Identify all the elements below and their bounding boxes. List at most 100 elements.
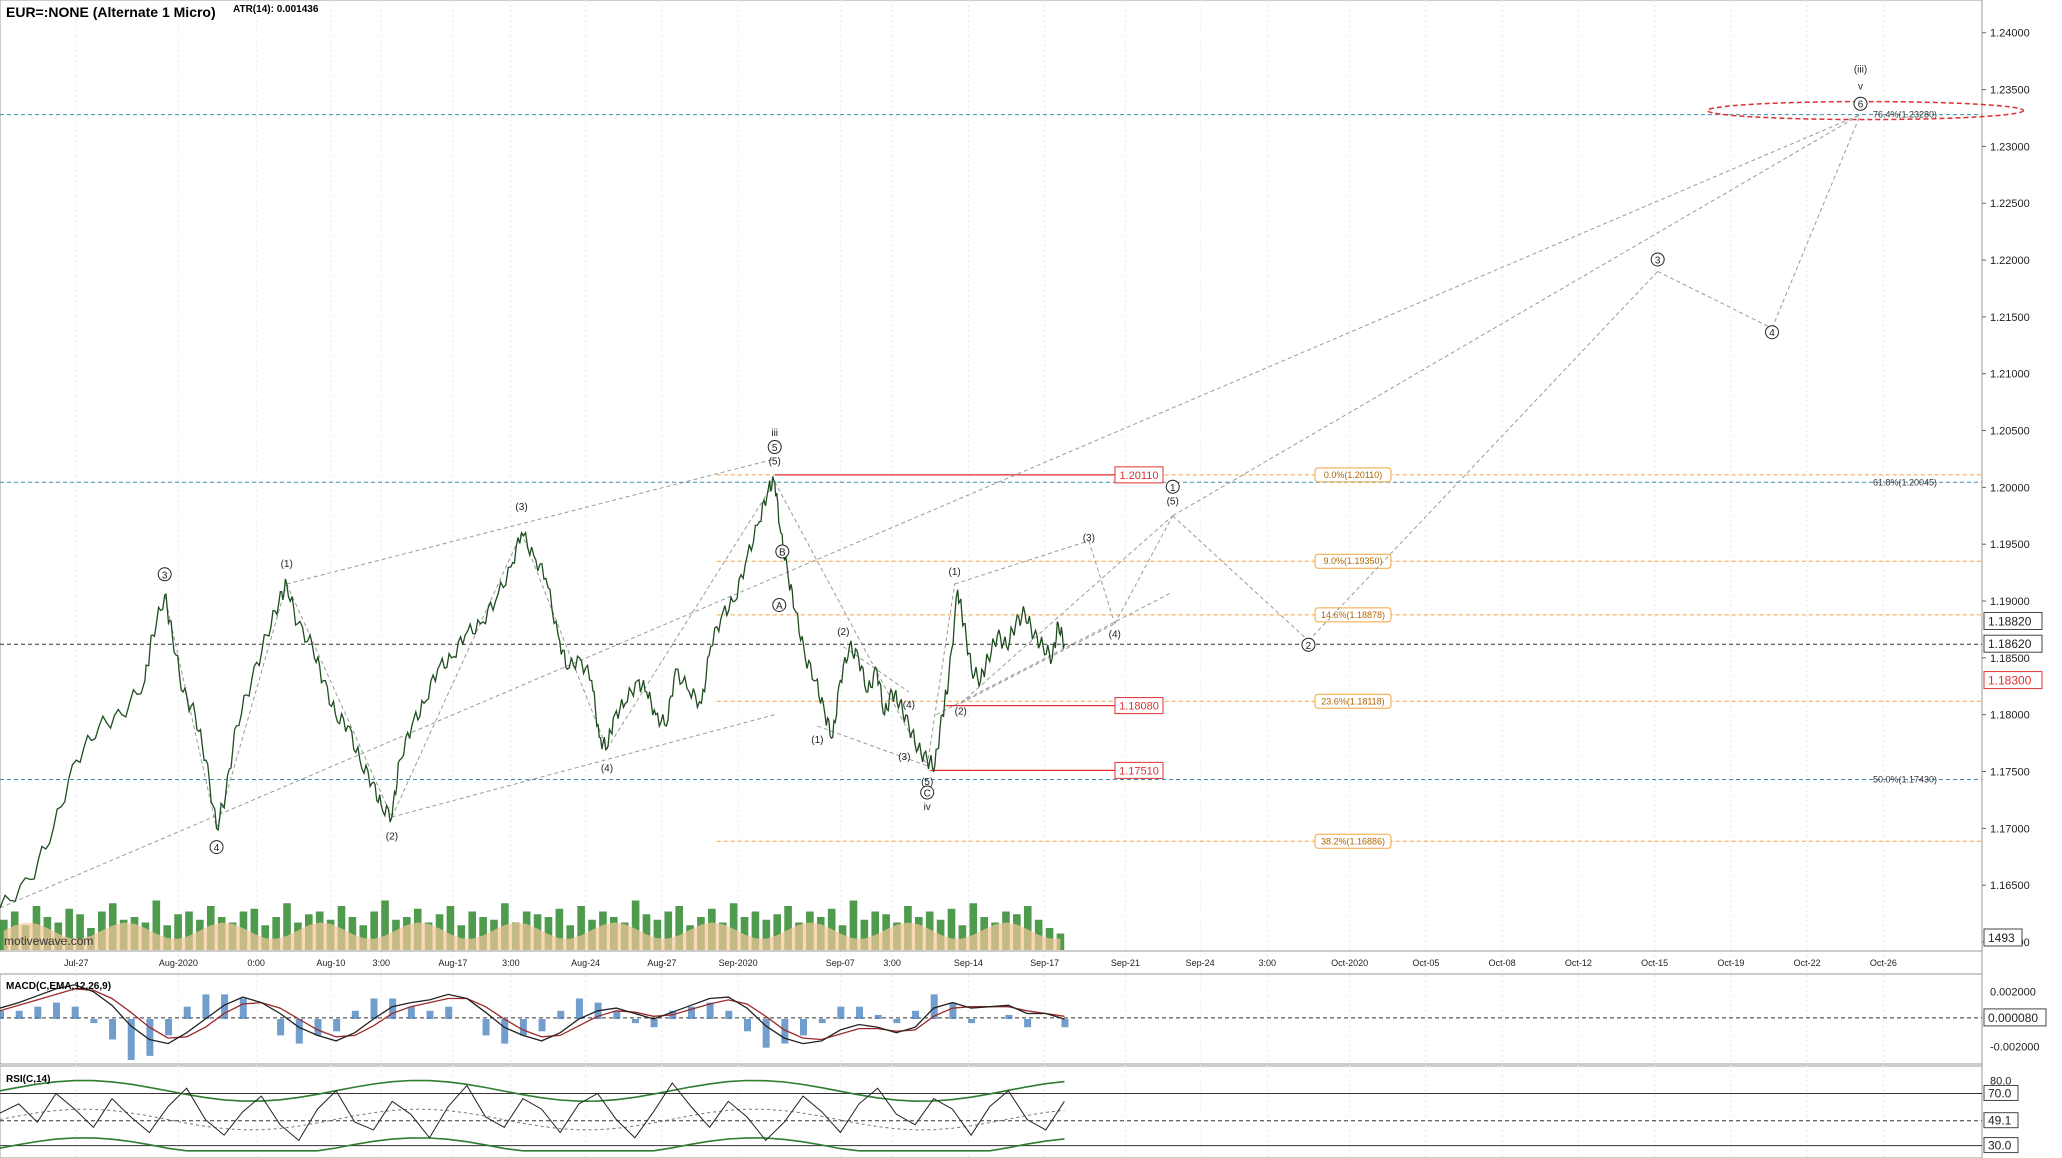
wave-label: 2 <box>1306 641 1312 652</box>
volume-bar <box>163 925 172 950</box>
price-tag-box <box>1983 611 2043 630</box>
macd-histogram-bar <box>968 1019 976 1024</box>
price-tag-box <box>1983 928 2023 947</box>
wave-label: (3) <box>898 752 910 763</box>
wave-path <box>521 532 608 749</box>
macd-histogram-bar <box>1061 1019 1069 1028</box>
macd-histogram-bar <box>800 1019 808 1036</box>
macd-histogram-bar <box>949 1002 957 1019</box>
x-tick-label: Oct-2020 <box>1331 958 1368 968</box>
rsi-title: RSI(C,14) <box>6 1074 50 1085</box>
volume-bar <box>969 903 978 950</box>
volume-bar <box>544 917 553 950</box>
volume-bar <box>577 906 585 950</box>
rsi-tag-box <box>1983 1084 2019 1101</box>
macd-pane[interactable] <box>0 973 1983 1065</box>
x-tick-label: Sep-2020 <box>719 958 758 968</box>
macd-series <box>0 984 1982 1060</box>
red-level-label: 1.20110 <box>1120 470 1159 482</box>
y-tick-label: 1.19000 <box>1990 596 2030 608</box>
x-tick-label: Oct-08 <box>1489 958 1516 968</box>
macd-title: MACD(C,EMA,12,26,9) <box>6 981 111 992</box>
macd-histogram-bar <box>557 1010 565 1019</box>
wave-label: (2) <box>386 832 398 843</box>
chart-title: EUR=:NONE (Alternate 1 Micro) <box>6 4 216 20</box>
fib-label: 0.0%(1.20110) <box>1324 470 1382 480</box>
wave-label: 4 <box>1769 328 1775 339</box>
x-tick-label: Oct-22 <box>1794 958 1821 968</box>
wave-circle <box>1301 637 1316 652</box>
volume-bar <box>784 906 792 950</box>
volume-bar <box>751 911 760 950</box>
wave-path <box>391 532 523 818</box>
wave-label: (5) <box>1167 496 1179 507</box>
volume-bar <box>773 914 782 950</box>
macd-histogram-bar <box>538 1019 546 1032</box>
volume-bar <box>958 925 967 950</box>
wave-circle <box>772 597 787 612</box>
level-label: 61.8%(1.20045) <box>1873 477 1937 487</box>
price-pane[interactable] <box>0 0 1983 952</box>
price-tag-box <box>1983 634 2043 653</box>
wave-label: iii <box>771 428 778 439</box>
y-tick-label: 1.20500 <box>1990 426 2030 438</box>
volume-bar <box>729 903 738 950</box>
macd-tag: 0.000080 <box>1988 1011 2038 1025</box>
volume-bar <box>566 925 575 950</box>
wave-path <box>960 515 1174 704</box>
macd-tick-label: -0.002000 <box>1990 1041 2040 1053</box>
volume-bar <box>261 925 270 950</box>
macd-histogram-bar <box>912 1010 920 1019</box>
macd-histogram-bar <box>34 1006 42 1019</box>
macd-histogram-bar <box>53 1002 61 1019</box>
x-tick-label: Oct-26 <box>1870 958 1897 968</box>
x-tick-label: Sep-17 <box>1030 958 1059 968</box>
y-tick-label: 1.16500 <box>1990 880 2030 892</box>
wave-label: (1) <box>281 559 293 570</box>
price-tag: 1.18620 <box>1988 637 2032 651</box>
macd-histogram-bar <box>762 1019 770 1048</box>
y-tick-label: 1.22000 <box>1990 255 2030 267</box>
wave-label: (3) <box>1083 533 1095 544</box>
macd-tag-box <box>1983 1008 2047 1027</box>
fib-label: 38.2%(1.16886) <box>1321 836 1385 846</box>
price-tag: 1.18820 <box>1988 614 2032 628</box>
wave-label: (2) <box>955 707 967 718</box>
wave-circle <box>775 544 790 559</box>
price-axis[interactable]: 1.24000 1.23500 1.23000 1.22500 1.22000 1.215… <box>1982 28 2043 949</box>
wave-path <box>1172 515 1309 642</box>
macd-histogram-bar <box>426 1010 434 1019</box>
x-tick-label: 0:00 <box>247 958 265 968</box>
macd-tick-label: 0.002000 <box>1990 987 2036 999</box>
x-tick-label: Aug-10 <box>316 958 345 968</box>
fib-label: 23.6%(1.18118) <box>1321 696 1384 706</box>
atr-label: ATR(14): 0.001436 <box>233 4 319 15</box>
x-tick-label: 3:00 <box>883 958 901 968</box>
volume-bar <box>555 908 564 950</box>
volume-bar <box>359 925 368 950</box>
wave-path <box>1088 540 1116 624</box>
fib-label: 9.0%(1.19350) <box>1323 556 1382 566</box>
macd-histogram-bar <box>15 1010 23 1019</box>
wave-label: (1) <box>949 567 961 578</box>
x-tick-label: Aug-17 <box>438 958 467 968</box>
time-axis[interactable]: Jul-27 Aug-2020 0:00 Aug-10 3:00 Aug-17 3:00 Au… <box>0 950 1982 968</box>
rsi-pane[interactable] <box>0 1065 1983 1158</box>
macd-histogram-bar <box>818 1019 826 1024</box>
rsi-tag: 70.0 <box>1988 1086 2012 1100</box>
y-tick-label: 1.18000 <box>1990 710 2030 722</box>
x-tick-label: Oct-05 <box>1412 958 1439 968</box>
macd-histogram-bar <box>519 1019 527 1036</box>
price-tag-box <box>1983 671 2043 690</box>
wave-label: (4) <box>1109 629 1121 640</box>
macd-histogram-bar <box>90 1019 98 1024</box>
fib-label-box <box>1314 607 1392 623</box>
macd-histogram-bar <box>333 1019 341 1032</box>
wave-label: 6 <box>1858 100 1864 111</box>
macd-histogram-bar <box>389 998 397 1019</box>
volume-bar <box>849 900 858 950</box>
rsi-mid-band <box>0 1108 1065 1131</box>
y-tick-label: 1.21000 <box>1990 369 2030 381</box>
wave-label: (4) <box>601 764 613 775</box>
